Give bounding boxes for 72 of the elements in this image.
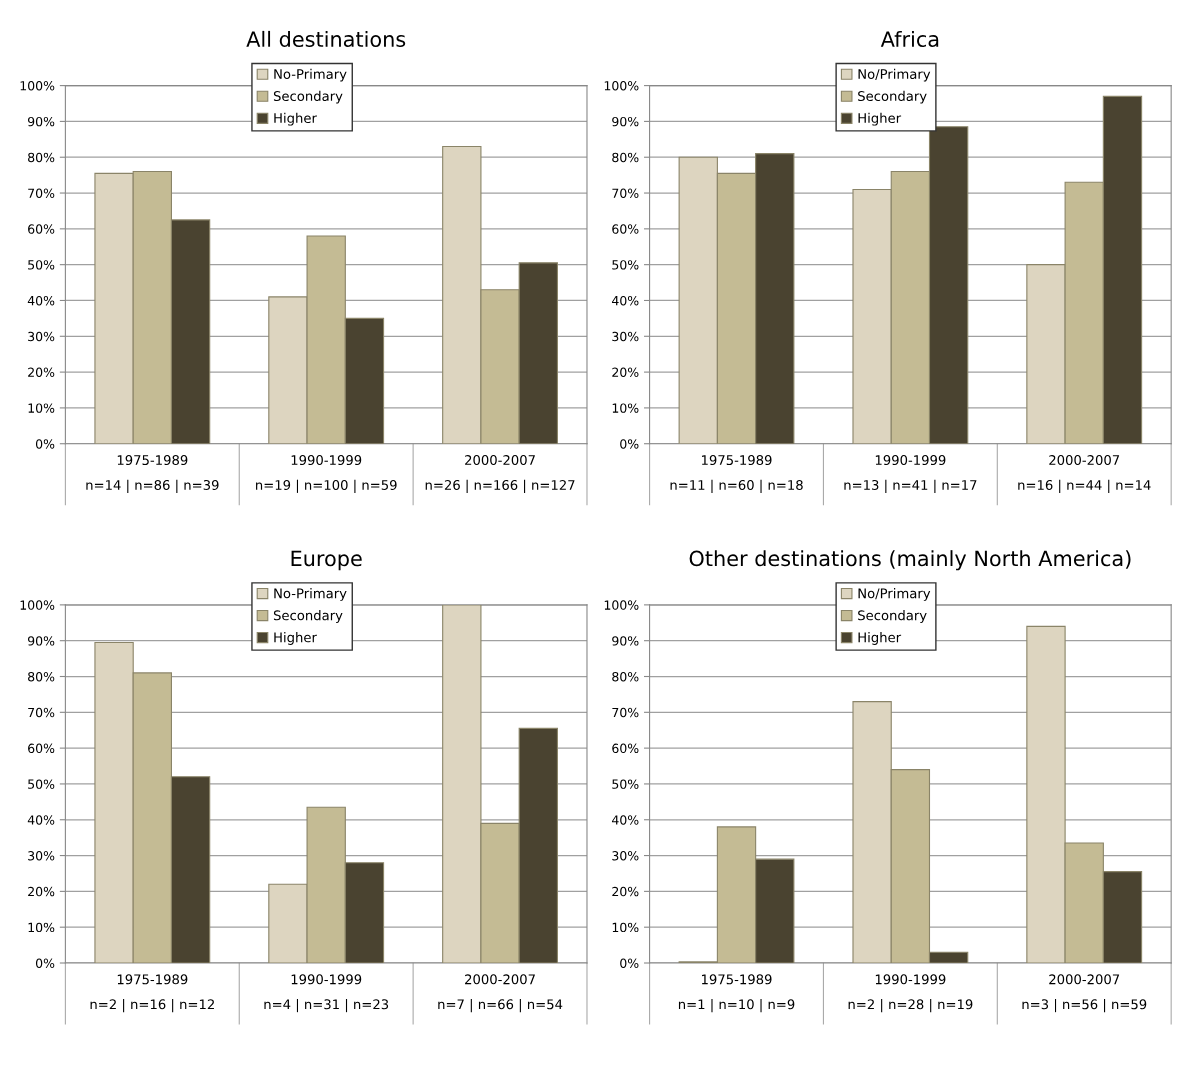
y-tick-label: 50% xyxy=(28,260,55,270)
x-tick-label: 1990-1999 n=2 | n=28 | n=19 xyxy=(848,974,973,1013)
y-tick-label: 30% xyxy=(612,331,639,342)
y-tick-label: 20% xyxy=(28,367,55,378)
y-tick-label: 100% xyxy=(604,81,639,91)
legend-label: Higher xyxy=(274,112,317,126)
x-tick-label: 2000-2007 n=3 | n=56 | n=59 xyxy=(1022,974,1147,1013)
y-tick-label: 80% xyxy=(28,671,55,682)
x-tick-label: 2000-2007 n=26 | n=166 | n=127 xyxy=(425,455,575,493)
legend-label: Secondary xyxy=(858,90,927,104)
x-tick-label: 1975-1989 n=11 | n=60 | n=18 xyxy=(670,455,803,493)
x-tick-label: 1975-1989 n=14 | n=86 | n=39 xyxy=(86,455,219,493)
x-tick-label: 2000-2007 n=16 | n=44 | n=14 xyxy=(1018,455,1151,493)
legend-label: No-Primary xyxy=(274,68,347,82)
legend-label: No-Primary xyxy=(274,588,347,601)
x-tick-label: 1975-1989 n=1 | n=10 | n=9 xyxy=(678,974,795,1013)
y-tick-label: 90% xyxy=(612,116,639,127)
y-tick-label: 80% xyxy=(612,152,639,163)
y-tick-label: 100% xyxy=(20,81,55,91)
chart-title: Other destinations (mainly North America) xyxy=(689,550,1131,571)
y-tick-label: 0% xyxy=(620,439,639,449)
y-tick-label: 60% xyxy=(612,743,639,754)
legend-label: No/Primary xyxy=(858,588,931,601)
y-tick-label: 70% xyxy=(612,188,639,198)
y-tick-label: 20% xyxy=(612,367,639,378)
y-tick-label: 10% xyxy=(28,403,55,413)
y-tick-label: 30% xyxy=(28,331,55,342)
y-tick-label: 40% xyxy=(611,295,639,306)
y-tick-label: 50% xyxy=(28,779,55,789)
y-tick-label: 0% xyxy=(35,439,55,449)
y-tick-label: 100% xyxy=(604,600,639,610)
y-tick-label: 50% xyxy=(612,779,639,789)
legend-label: Secondary xyxy=(273,90,343,104)
chart-title: Africa xyxy=(880,30,939,48)
y-tick-label: 10% xyxy=(612,922,639,933)
legend-label: Secondary xyxy=(273,610,343,623)
y-tick-label: 10% xyxy=(612,403,639,413)
y-tick-label: 40% xyxy=(611,815,639,825)
x-tick-label: 1990-1999 n=13 | n=41 | n=17 xyxy=(844,455,977,493)
legend-label: Higher xyxy=(858,632,902,645)
legend-label: Secondary xyxy=(858,610,927,623)
y-tick-label: 30% xyxy=(28,851,55,861)
x-tick-label: 1990-1999 n=19 | n=100 | n=59 xyxy=(256,455,397,493)
y-tick-label: 90% xyxy=(612,636,639,646)
legend-label: Higher xyxy=(858,112,902,126)
y-tick-label: 90% xyxy=(27,116,55,127)
y-tick-label: 0% xyxy=(35,958,55,968)
y-tick-label: 80% xyxy=(28,152,55,163)
x-tick-label: 1990-1999 n=4 | n=31 | n=23 xyxy=(264,974,389,1013)
y-tick-label: 70% xyxy=(28,707,55,718)
x-tick-label: 1975-1989 n=2 | n=16 | n=12 xyxy=(90,974,214,1013)
y-tick-label: 40% xyxy=(27,815,55,825)
chart-title: All destinations xyxy=(246,30,406,48)
y-tick-label: 30% xyxy=(612,851,639,861)
y-tick-label: 20% xyxy=(612,886,639,897)
y-tick-label: 60% xyxy=(612,224,639,234)
y-tick-label: 60% xyxy=(28,743,55,754)
y-tick-label: 60% xyxy=(28,224,55,234)
legend-label: No/Primary xyxy=(858,68,931,82)
y-tick-label: 0% xyxy=(620,958,639,968)
y-tick-label: 10% xyxy=(28,922,55,933)
y-tick-label: 70% xyxy=(612,707,639,718)
y-tick-label: 40% xyxy=(27,295,55,306)
legend-label: Higher xyxy=(274,632,317,645)
y-tick-label: 20% xyxy=(28,886,55,897)
y-tick-label: 90% xyxy=(27,636,55,646)
x-tick-label: 2000-2007 n=7 | n=66 | n=54 xyxy=(438,974,563,1013)
y-tick-label: 70% xyxy=(28,188,55,198)
y-tick-label: 50% xyxy=(612,260,639,270)
y-tick-label: 100% xyxy=(20,600,55,610)
y-tick-label: 80% xyxy=(612,671,639,682)
chart-title: Europe xyxy=(291,550,362,571)
